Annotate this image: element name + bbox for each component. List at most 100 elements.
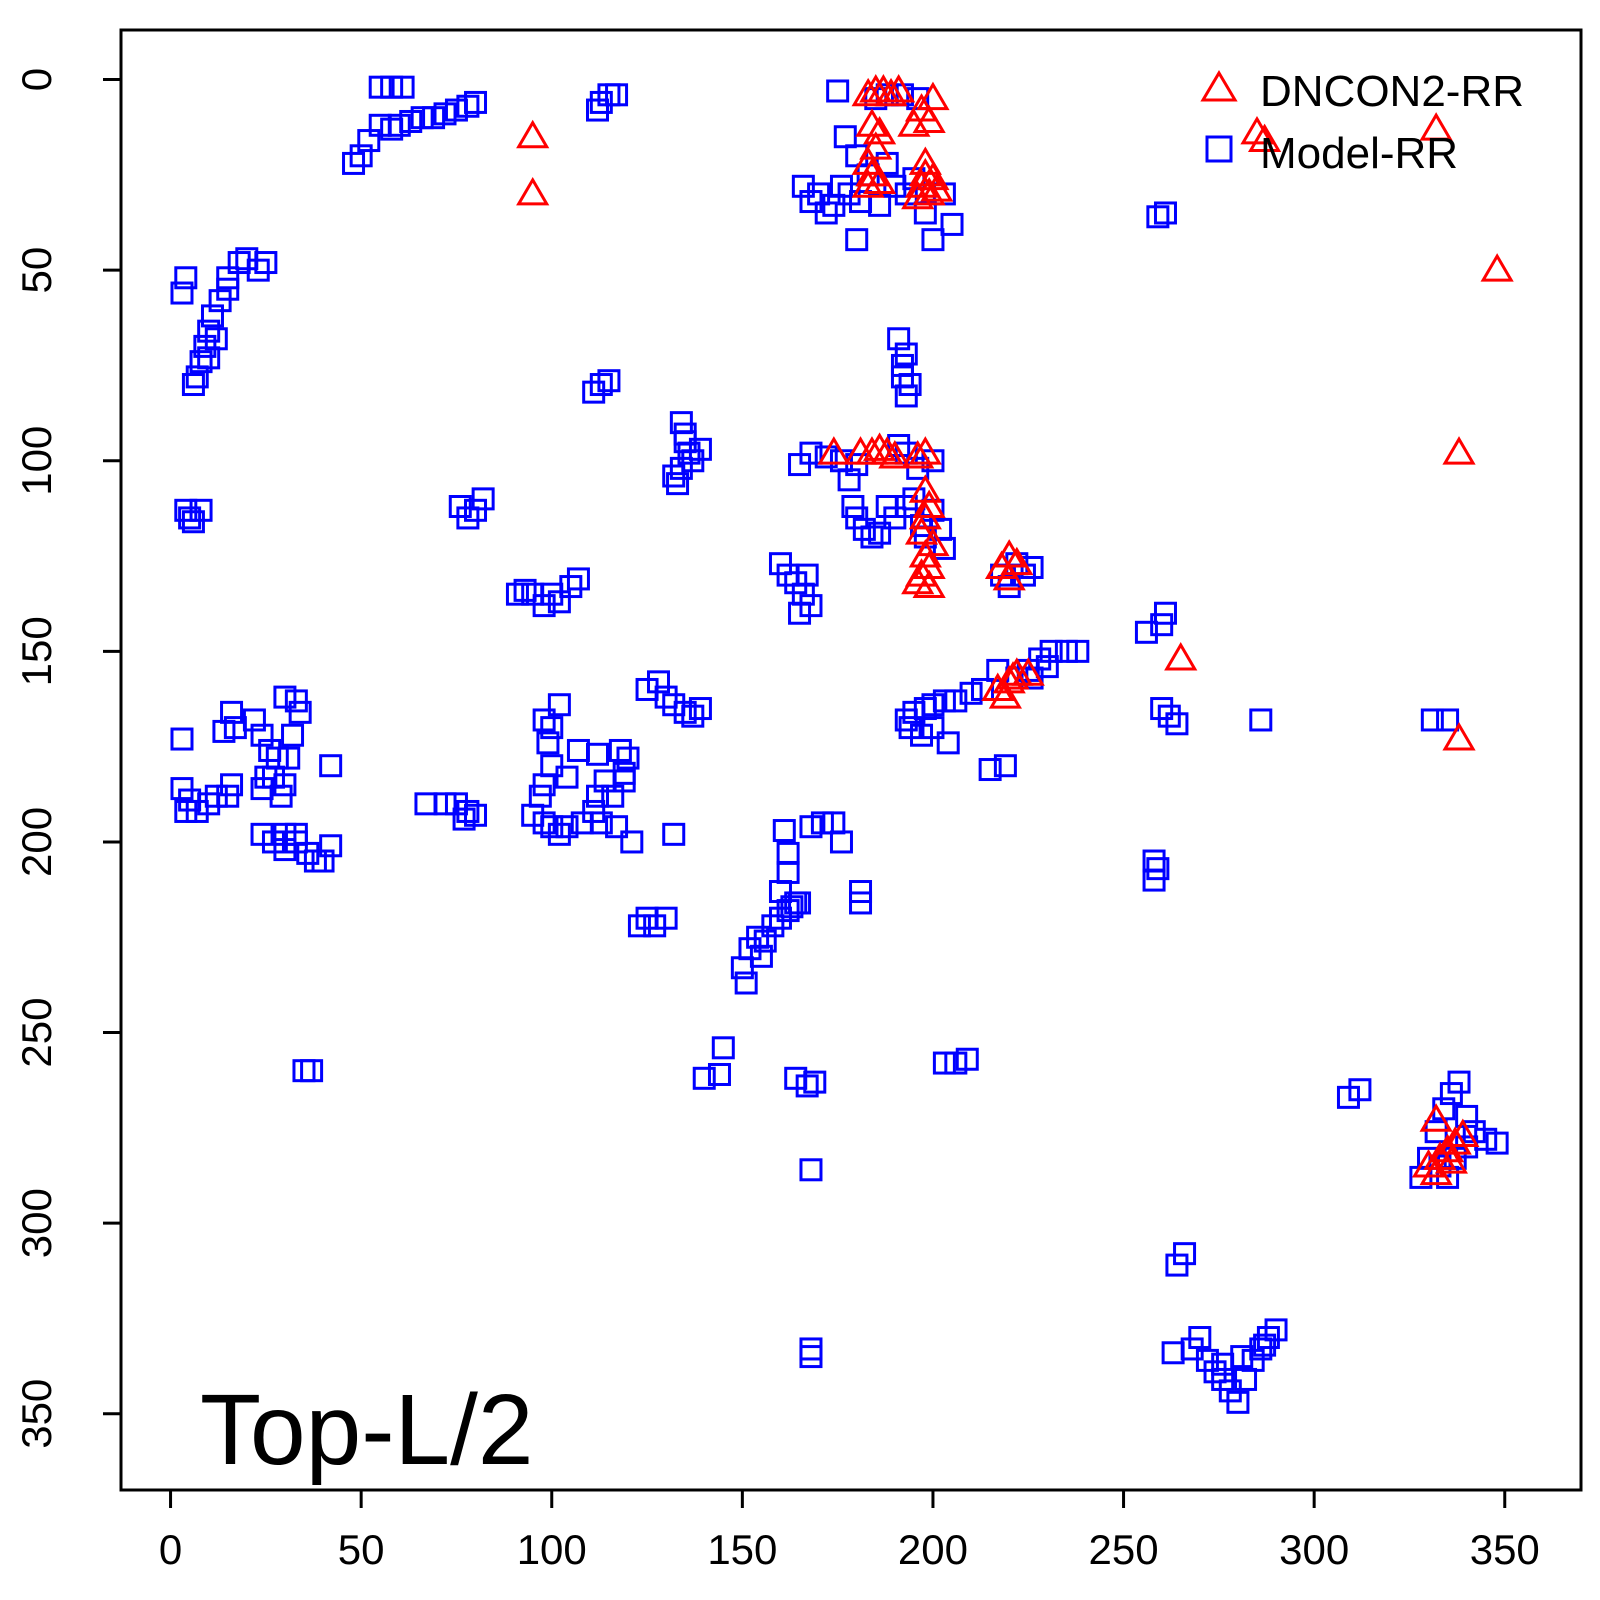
model-rr-point [1348, 1078, 1372, 1102]
model-rr-point [799, 1345, 823, 1369]
dncon2-rr-point [855, 157, 889, 187]
model-rr-point [616, 746, 640, 770]
model-rr-point [246, 258, 270, 282]
model-rr-point [768, 906, 792, 930]
model-rr-point [414, 792, 438, 816]
model-rr-point [734, 971, 758, 995]
model-rr-point [940, 212, 964, 236]
model-rr-point [799, 441, 823, 465]
model-rr-point [635, 906, 659, 930]
model-rr-point [540, 716, 564, 740]
model-rr-point [776, 899, 800, 923]
x-tick-label: 300 [1279, 1526, 1349, 1573]
model-rr-point [829, 174, 853, 198]
model-rr-point [1165, 712, 1189, 736]
model-rr-point [1142, 868, 1166, 892]
model-rr-point [627, 914, 651, 938]
model-rr-point [1150, 697, 1174, 721]
x-tick-label: 250 [1089, 1526, 1159, 1573]
model-rr-point [620, 830, 644, 854]
model-rr-point [452, 807, 476, 831]
dncon2-rr-point [1240, 115, 1274, 145]
model-rr-point [547, 822, 571, 846]
model-rr-point [761, 914, 785, 938]
dncon2-rr-point [912, 489, 946, 519]
model-rr-point [605, 83, 629, 107]
model-rr-point [555, 815, 579, 839]
model-rr-point [566, 567, 590, 591]
dncon2-rr-point [516, 119, 550, 149]
model-rr-point [586, 98, 610, 122]
dncon2-rr-point [912, 104, 946, 133]
plot-frame [119, 28, 1583, 1492]
y-tick-label: 300 [13, 1188, 60, 1258]
model-rr-point [612, 769, 636, 793]
dncon2-rr-point [912, 550, 946, 579]
model-rr-point [391, 75, 415, 99]
model-rr-point [1226, 1390, 1250, 1414]
model-rr-point [319, 834, 343, 858]
model-rr-point [342, 151, 366, 175]
model-rr-point [776, 860, 800, 884]
model-rr-point [204, 327, 228, 351]
legend-square-marker [1205, 135, 1233, 163]
model-rr-point [200, 304, 224, 328]
model-rr-point [1230, 1345, 1254, 1369]
model-rr-point [547, 590, 571, 614]
y-tick-label: 100 [13, 426, 60, 496]
dncon2-rr-point [1011, 657, 1045, 686]
model-rr-point [833, 125, 857, 149]
dncon2-rr-point [908, 157, 942, 187]
model-rr-point [605, 815, 629, 839]
model-rr-point [936, 731, 960, 755]
model-rr-point [1153, 601, 1177, 625]
model-rr-point [532, 708, 556, 732]
y-tick-label: 0 [13, 68, 60, 91]
model-rr-point [1485, 1131, 1509, 1155]
model-rr-point [174, 266, 198, 290]
model-rr-point [993, 754, 1017, 778]
model-rr-point [456, 94, 480, 118]
model-rr-point [799, 1337, 823, 1361]
model-rr-point [890, 353, 914, 377]
model-rr-point [593, 769, 617, 793]
dncon2-rr-point [1480, 253, 1514, 282]
model-rr-point [464, 90, 488, 114]
model-rr-point [311, 849, 335, 873]
model-rr-point [258, 738, 282, 762]
model-rr-point [822, 193, 846, 217]
model-rr-point [1165, 1253, 1189, 1277]
model-rr-point [242, 708, 266, 732]
model-rr-point [284, 822, 308, 846]
model-rr-point [197, 319, 221, 343]
dncon2-rr-point [1000, 546, 1034, 576]
model-rr-point [654, 685, 678, 709]
dncon2-rr-point [882, 74, 916, 103]
dncon2-rr-point [1419, 112, 1453, 141]
model-rr-point [586, 784, 610, 808]
model-rr-point [1157, 704, 1181, 728]
model-rr-point [1436, 708, 1460, 732]
dncon2-rr-point [817, 436, 851, 465]
model-rr-point [292, 1059, 316, 1083]
model-rr-point [250, 723, 274, 747]
model-rr-point [464, 498, 488, 522]
model-rr-point [540, 815, 564, 839]
model-rr-point [894, 384, 918, 408]
model-rr-point [688, 437, 712, 461]
model-rr-point [284, 689, 308, 713]
model-rr-point [589, 811, 613, 835]
model-rr-point [666, 472, 690, 496]
model-rr-point [528, 784, 552, 808]
model-rr-point [1134, 620, 1158, 644]
model-rr-point [456, 506, 480, 530]
model-rr-point [277, 746, 301, 770]
model-rr-point [894, 495, 918, 519]
dncon2-rr-point [904, 516, 939, 545]
dncon2-rr-point [916, 161, 950, 191]
model-rr-point [932, 536, 956, 560]
model-rr-point [788, 601, 812, 625]
model-rr-point [1146, 205, 1170, 229]
model-rr-point [589, 373, 613, 397]
